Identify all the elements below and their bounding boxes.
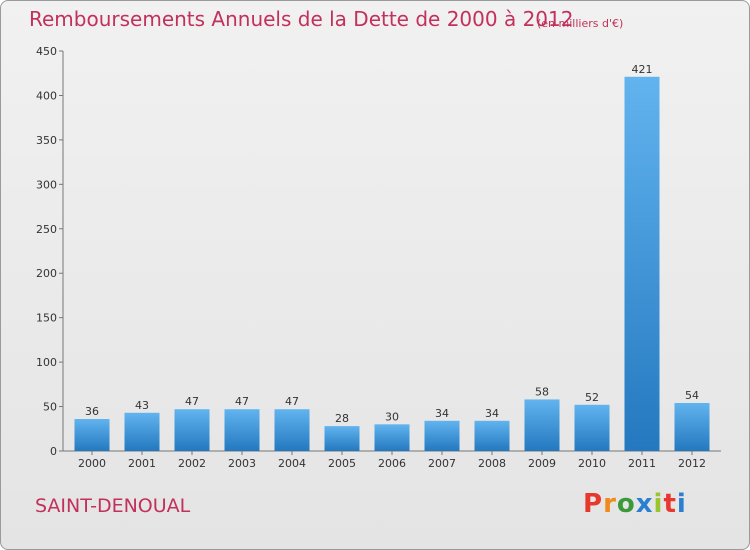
bar: [474, 420, 510, 451]
bar: [224, 409, 260, 451]
x-tick-label: 2001: [128, 457, 156, 470]
y-axis: 0 50 100 150 200 250 300 350 400 450: [36, 45, 64, 458]
bar: [74, 419, 110, 451]
y-tick-label: 450: [36, 45, 57, 58]
commune-name: SAINT-DENOUAL: [35, 495, 191, 517]
bar: [324, 426, 360, 451]
bar-value-label: 36: [85, 405, 99, 418]
bar-value-label: 28: [335, 412, 349, 425]
logo-letter: t: [663, 489, 677, 519]
x-tick-label: 2002: [178, 457, 206, 470]
x-tick-label: 2008: [478, 457, 506, 470]
bar: [524, 399, 560, 451]
bar-value-label: 47: [185, 395, 199, 408]
bar: [674, 403, 710, 451]
bar-value-label: 52: [585, 391, 599, 404]
y-tick-label: 200: [36, 267, 57, 280]
bar: [624, 76, 660, 452]
bar-value-label: 34: [485, 407, 499, 420]
logo-letter: P: [583, 489, 604, 519]
bars: 36 43 47 47 47 28 30 34 34 58 52 421 54: [74, 63, 710, 452]
y-tick-label: 0: [50, 445, 57, 458]
bar: [274, 409, 310, 451]
chart-subtitle: (en milliers d'€): [537, 17, 624, 30]
x-tick-label: 2010: [578, 457, 606, 470]
y-tick-label: 50: [43, 401, 57, 414]
logo-letter: i: [676, 489, 687, 519]
bar: [174, 409, 210, 451]
x-tick-label: 2009: [528, 457, 556, 470]
x-tick-label: 2006: [378, 457, 406, 470]
bar-value-label: 47: [285, 395, 299, 408]
y-tick-label: 150: [36, 312, 57, 325]
bar: [124, 412, 160, 451]
bar-value-label: 421: [632, 63, 653, 76]
bar: [424, 420, 460, 451]
chart-title: Remboursements Annuels de la Dette de 20…: [29, 7, 574, 31]
y-tick-label: 350: [36, 134, 57, 147]
x-tick-label: 2011: [628, 457, 656, 470]
x-tick-label: 2000: [78, 457, 106, 470]
bar-value-label: 54: [685, 389, 699, 402]
y-tick-label: 400: [36, 89, 57, 102]
bar: [574, 404, 610, 451]
bar-value-label: 58: [535, 385, 549, 398]
y-tick-label: 300: [36, 178, 57, 191]
y-tick-label: 250: [36, 223, 57, 236]
bar-value-label: 47: [235, 395, 249, 408]
y-tick-label: 100: [36, 356, 57, 369]
bar-value-label: 30: [385, 410, 399, 423]
logo-letter: i: [653, 489, 664, 519]
bar-value-label: 34: [435, 407, 449, 420]
bar: [374, 424, 410, 451]
logo-letter: o: [616, 489, 636, 519]
proxiti-logo: Proxiti: [583, 489, 687, 519]
x-tick-label: 2012: [678, 457, 706, 470]
bar-value-label: 43: [135, 399, 149, 412]
x-tick-label: 2004: [278, 457, 306, 470]
x-tick-label: 2003: [228, 457, 256, 470]
x-tick-label: 2007: [428, 457, 456, 470]
logo-letter: x: [635, 489, 654, 519]
logo-letter: r: [603, 489, 617, 519]
x-axis: 2000 2001 2002 2003 2004 2005 2006 2007 2008 2009…: [63, 450, 721, 470]
x-tick-label: 2005: [328, 457, 356, 470]
